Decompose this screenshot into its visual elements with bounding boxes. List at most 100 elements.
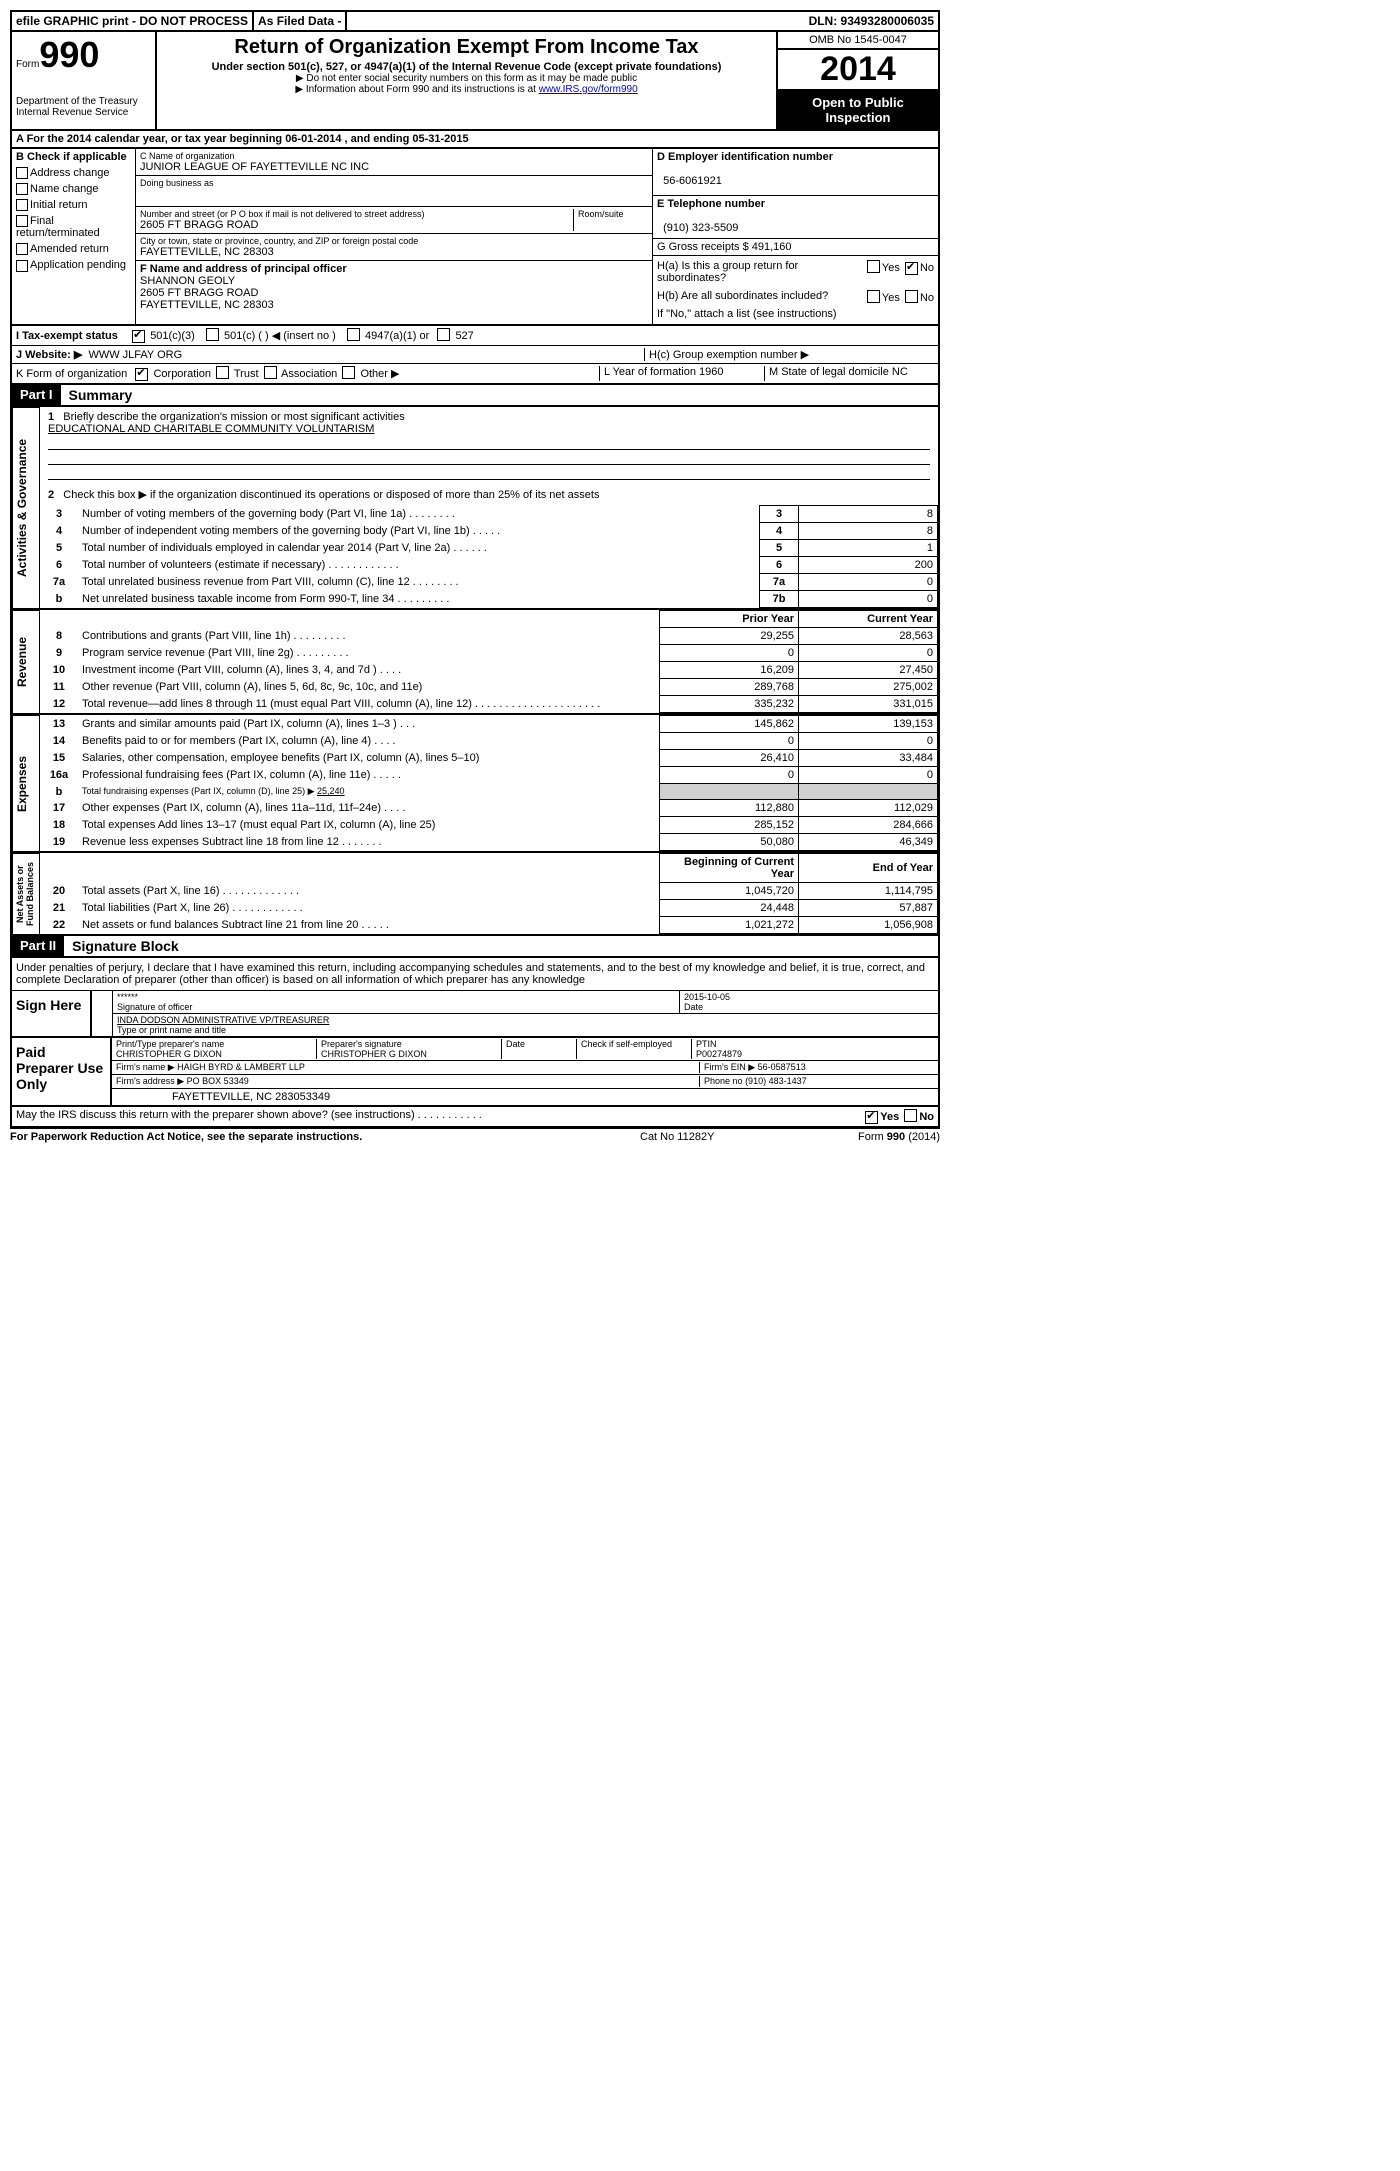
sig-stars: ****** — [117, 992, 675, 1002]
tel-value: (910) 323-5509 — [663, 222, 738, 234]
open-inspection: Open to Public Inspection — [778, 91, 938, 129]
ein-cell: D Employer identification number 56-6061… — [653, 149, 938, 196]
form-id-block: Form990 Department of the Treasury Inter… — [12, 32, 157, 129]
ha-no[interactable] — [905, 262, 918, 275]
chk-4947[interactable] — [347, 328, 360, 341]
hb-no[interactable] — [905, 290, 918, 303]
tel-cell: E Telephone number (910) 323-5509 — [653, 196, 938, 239]
officer-block: F Name and address of principal officer … — [136, 261, 652, 313]
paperwork-notice: For Paperwork Reduction Act Notice, see … — [10, 1131, 362, 1143]
hb-note: If "No," attach a list (see instructions… — [657, 308, 934, 320]
form-note1: ▶ Do not enter social security numbers o… — [165, 73, 768, 84]
footer-row: For Paperwork Reduction Act Notice, see … — [10, 1128, 940, 1145]
line2-block: 2 Check this box ▶ if the organization d… — [40, 484, 938, 505]
paid-prep-label: Paid Preparer Use Only — [12, 1038, 112, 1105]
org-city: FAYETTEVILLE, NC 28303 — [140, 246, 648, 258]
part1-header: Part I Summary — [10, 385, 940, 407]
org-form-row: K Form of organization Corporation Trust… — [10, 364, 940, 385]
preparer-name: CHRISTOPHER G DIXON — [116, 1049, 316, 1059]
form-number: 990 — [39, 34, 99, 75]
form-title: Return of Organization Exempt From Incom… — [165, 36, 768, 59]
officer-name-label: Type or print name and title — [117, 1025, 934, 1035]
form-footer: Form 990 (2014) — [790, 1131, 940, 1143]
form-subtitle: Under section 501(c), 527, or 4947(a)(1)… — [165, 61, 768, 73]
officer-printed-name: INDA DODSON ADMINISTRATIVE VP/TREASURER — [117, 1015, 934, 1025]
gross-value: 491,160 — [752, 241, 792, 253]
row-a-taxyear: A For the 2014 calendar year, or tax yea… — [10, 131, 940, 149]
state-domicile: M State of legal domicile NC — [764, 366, 934, 381]
revenue-vlabel: Revenue — [12, 610, 40, 713]
cat-no: Cat No 11282Y — [640, 1131, 790, 1143]
expenses-table: 13 Grants and similar amounts paid (Part… — [40, 715, 938, 851]
firm-addr2: FAYETTEVILLE, NC 283053349 — [112, 1089, 938, 1105]
officer-name: SHANNON GEOLY — [140, 275, 648, 287]
perjury-text: Under penalties of perjury, I declare th… — [10, 958, 940, 990]
website-value: WWW JLFAY ORG — [88, 349, 182, 361]
form-label: Form — [16, 59, 39, 70]
ha-yes[interactable] — [867, 260, 880, 273]
form-note2: ▶ Information about Form 990 and its ins… — [165, 84, 768, 95]
chk-trust[interactable] — [216, 366, 229, 379]
firm-name: HAIGH BYRD & LAMBERT LLP — [177, 1062, 305, 1072]
omb-number: OMB No 1545-0047 — [778, 32, 938, 50]
firm-addr1: PO BOX 53349 — [187, 1076, 249, 1086]
sig-date: 2015-10-05 — [684, 992, 934, 1002]
chk-final[interactable]: Final return/terminated — [16, 215, 131, 239]
year-formation: L Year of formation 1960 — [599, 366, 764, 381]
main-info-box: B Check if applicable Address change Nam… — [10, 149, 940, 326]
revenue-table: Prior YearCurrent Year8 Contributions an… — [40, 610, 938, 713]
netassets-table: Beginning of Current YearEnd of Year20 T… — [40, 853, 938, 934]
chk-amended[interactable]: Amended return — [16, 243, 131, 255]
discuss-row: May the IRS discuss this return with the… — [10, 1107, 940, 1128]
part2-label: Part II — [12, 936, 64, 956]
officer-addr1: 2605 FT BRAGG ROAD — [140, 287, 648, 299]
h-block: H(a) Is this a group return for subordin… — [653, 256, 938, 324]
discuss-no[interactable] — [904, 1109, 917, 1122]
ptin-value: P00274879 — [696, 1049, 934, 1059]
part2-title: Signature Block — [64, 936, 187, 956]
part1-title: Summary — [61, 385, 141, 405]
chk-name-change[interactable]: Name change — [16, 183, 131, 195]
dln-label: DLN: 93493280006035 — [805, 12, 938, 30]
tax-status-row: I Tax-exempt status 501(c)(3) 501(c) ( )… — [10, 326, 940, 346]
chk-address-change[interactable]: Address change — [16, 167, 131, 179]
chk-other[interactable] — [342, 366, 355, 379]
chk-corp[interactable] — [135, 368, 148, 381]
chk-initial[interactable]: Initial return — [16, 199, 131, 211]
col-b-label: B Check if applicable — [16, 151, 127, 163]
efile-label: efile GRAPHIC print - DO NOT PROCESS — [12, 12, 254, 30]
chk-527[interactable] — [437, 328, 450, 341]
mission-text: EDUCATIONAL AND CHARITABLE COMMUNITY VOL… — [48, 423, 374, 435]
sign-here-label: Sign Here — [12, 991, 92, 1036]
sig-date-label: Date — [684, 1002, 934, 1012]
self-emp-label: Check if self-employed — [576, 1039, 691, 1059]
ein-value: 56-6061921 — [663, 175, 722, 187]
org-address: 2605 FT BRAGG ROAD — [140, 219, 573, 231]
ha-label: H(a) Is this a group return for subordin… — [657, 260, 865, 284]
hb-yes[interactable] — [867, 290, 880, 303]
activities-section: Activities & Governance 1 Briefly descri… — [10, 407, 940, 610]
header-title-block: Return of Organization Exempt From Incom… — [157, 32, 778, 129]
irs-link[interactable]: www.IRS.gov/form990 — [539, 84, 638, 95]
top-bar: efile GRAPHIC print - DO NOT PROCESS As … — [10, 10, 940, 32]
chk-501c3[interactable] — [132, 330, 145, 343]
addr-cell: Number and street (or P O box if mail is… — [136, 207, 652, 234]
discuss-yes[interactable] — [865, 1111, 878, 1124]
activities-vlabel: Activities & Governance — [12, 407, 40, 608]
line1-block: 1 Briefly describe the organization's mi… — [40, 407, 938, 484]
column-de: D Employer identification number 56-6061… — [652, 149, 938, 324]
chk-501c[interactable] — [206, 328, 219, 341]
preparer-sig: CHRISTOPHER G DIXON — [321, 1049, 501, 1059]
gross-cell: G Gross receipts $ 491,160 — [653, 239, 938, 256]
tax-year: 2014 — [778, 50, 938, 91]
sign-here-block: Sign Here ****** Signature of officer 20… — [10, 990, 940, 1038]
part1-label: Part I — [12, 385, 61, 405]
city-cell: City or town, state or province, country… — [136, 234, 652, 261]
chk-assoc[interactable] — [264, 366, 277, 379]
revenue-section: Revenue Prior YearCurrent Year8 Contribu… — [10, 610, 940, 715]
chk-pending[interactable]: Application pending — [16, 259, 131, 271]
row-f-h: F Name and address of principal officer … — [136, 261, 652, 313]
firm-phone: (910) 483-1437 — [745, 1076, 807, 1086]
website-row: J Website: ▶ WWW JLFAY ORG H(c) Group ex… — [10, 346, 940, 364]
sig-officer-label: Signature of officer — [117, 1002, 675, 1012]
